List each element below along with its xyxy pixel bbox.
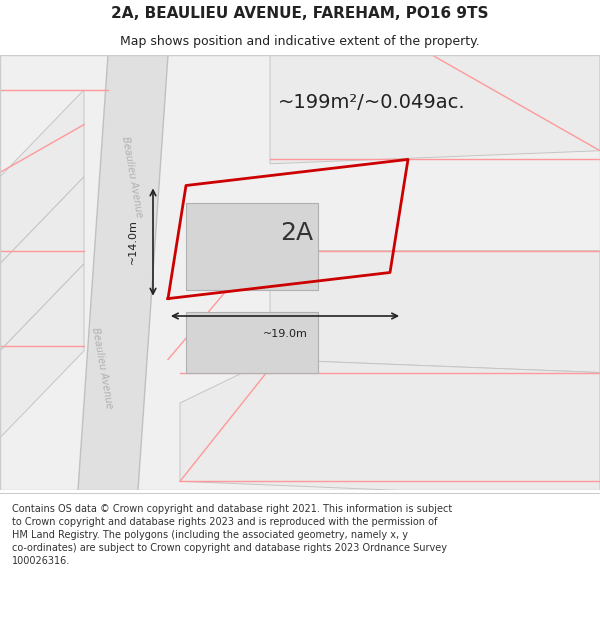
Polygon shape bbox=[270, 251, 600, 372]
Text: ~19.0m: ~19.0m bbox=[263, 329, 307, 339]
Text: 2A: 2A bbox=[280, 221, 314, 246]
Text: Map shows position and indicative extent of the property.: Map shows position and indicative extent… bbox=[120, 35, 480, 48]
Text: ~199m²/~0.049ac.: ~199m²/~0.049ac. bbox=[278, 93, 466, 112]
Polygon shape bbox=[180, 359, 600, 499]
Polygon shape bbox=[0, 90, 84, 264]
Polygon shape bbox=[270, 55, 600, 164]
Polygon shape bbox=[78, 55, 168, 490]
Text: Beaulieu Avenue: Beaulieu Avenue bbox=[120, 136, 144, 218]
Polygon shape bbox=[0, 177, 84, 351]
Text: ~14.0m: ~14.0m bbox=[128, 219, 138, 264]
Bar bbox=[186, 312, 318, 372]
Text: Contains OS data © Crown copyright and database right 2021. This information is : Contains OS data © Crown copyright and d… bbox=[12, 504, 452, 566]
Text: 2A, BEAULIEU AVENUE, FAREHAM, PO16 9TS: 2A, BEAULIEU AVENUE, FAREHAM, PO16 9TS bbox=[111, 6, 489, 21]
Bar bbox=[186, 203, 318, 290]
Text: Beaulieu Avenue: Beaulieu Avenue bbox=[90, 327, 114, 409]
Polygon shape bbox=[0, 264, 84, 438]
